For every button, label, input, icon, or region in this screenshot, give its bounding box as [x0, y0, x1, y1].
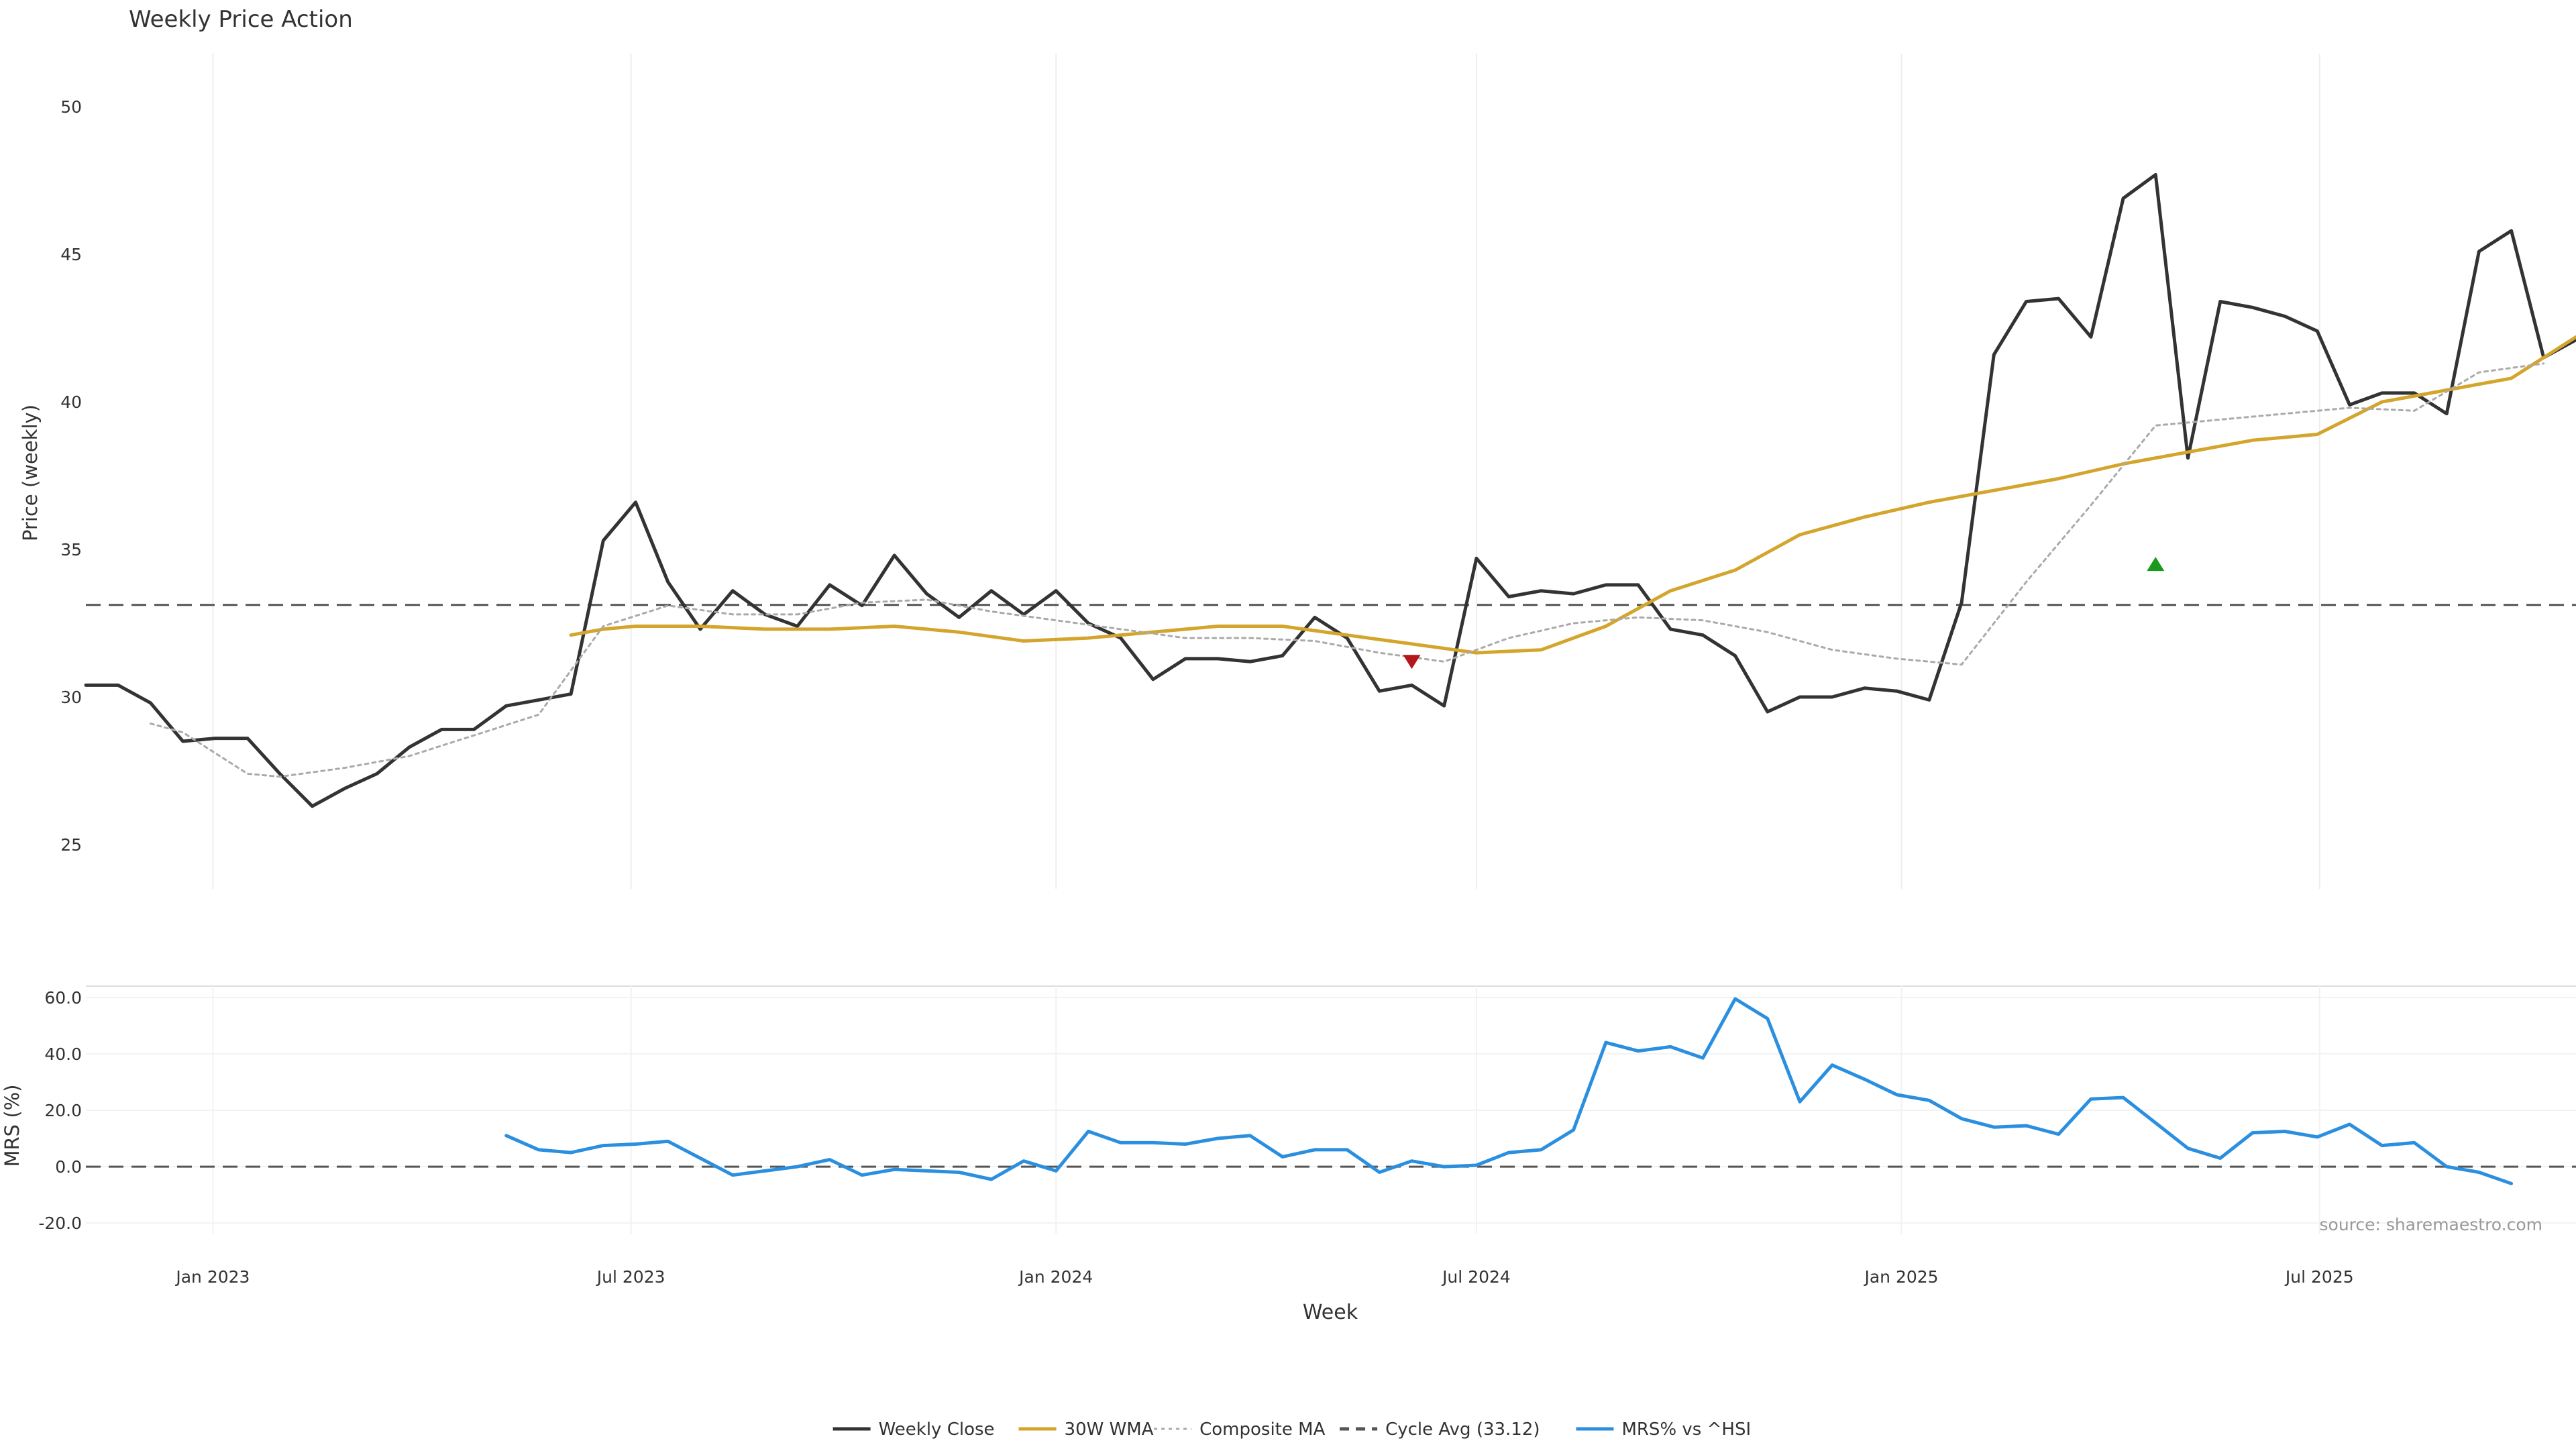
price-y-axis-label: Price (weekly): [19, 405, 42, 541]
price-series: [84, 172, 2576, 808]
mrs-y-ticks: -20.0 0.0 20.0 40.0 60.0: [38, 988, 82, 1233]
x-ticks: Jan 2023 Jul 2023 Jan 2024 Jul 2024 Jan 2025…: [174, 1267, 2353, 1287]
mrs-panel: -20.0 0.0 20.0 40.0 60.0 MRS (%) source: sha…: [1, 985, 2576, 1324]
legend-label: Weekly Close: [879, 1419, 995, 1440]
legend-label: Composite MA: [1199, 1419, 1325, 1440]
sell-marker: [1403, 655, 1421, 669]
mrs-grid: [86, 986, 2576, 1234]
x-tick-label: Jan 2023: [174, 1267, 250, 1287]
x-tick-label: Jan 2024: [1018, 1267, 1093, 1287]
y-tick-label: 50: [60, 97, 82, 117]
y-tick-label: 40.0: [44, 1044, 82, 1064]
y-tick-label: 30: [60, 688, 82, 707]
y-tick-label: 0.0: [55, 1157, 82, 1177]
x-tick-label: Jul 2023: [596, 1267, 665, 1287]
mrs-series: [504, 997, 2514, 1185]
price-y-ticks: 25 30 35 40 45 50: [60, 97, 82, 855]
x-axis-label: Week: [1303, 1301, 1358, 1324]
y-tick-label: -20.0: [38, 1214, 82, 1233]
legend-item: Weekly Close: [833, 1419, 995, 1440]
legend: Weekly Close 30W WMA Composite MA Cycle Avg…: [833, 1419, 1751, 1440]
series-line: [569, 335, 2576, 655]
series-line: [84, 172, 2576, 808]
x-tick-label: Jan 2025: [1863, 1267, 1938, 1287]
y-tick-label: 25: [60, 835, 82, 855]
mrs-y-axis-label: MRS (%): [1, 1085, 23, 1167]
y-tick-label: 60.0: [44, 988, 82, 1008]
buy-marker: [2147, 557, 2165, 572]
price-panel: 25 30 35 40 45 50 Weekly Price Action Price (…: [19, 6, 2576, 889]
series-line: [504, 997, 2514, 1185]
legend-label: MRS% vs ^HSI: [1621, 1419, 1751, 1440]
price-grid: [212, 54, 2320, 889]
x-tick-label: Jul 2025: [2284, 1267, 2354, 1287]
legend-label: 30W WMA: [1065, 1419, 1154, 1440]
y-tick-label: 35: [60, 540, 82, 559]
legend-label: Cycle Avg (33.12): [1385, 1419, 1540, 1440]
legend-item: 30W WMA: [1018, 1419, 1154, 1440]
chart-title: Weekly Price Action: [129, 6, 353, 33]
series-line: [149, 362, 2545, 778]
legend-item: Composite MA: [1154, 1419, 1326, 1440]
y-tick-label: 45: [60, 245, 82, 264]
legend-item: Cycle Avg (33.12): [1340, 1419, 1540, 1440]
x-tick-label: Jul 2024: [1441, 1267, 1511, 1287]
y-tick-label: 20.0: [44, 1101, 82, 1120]
source-annotation: source: sharemaestro.com: [2320, 1215, 2543, 1234]
legend-item: MRS% vs ^HSI: [1576, 1419, 1751, 1440]
y-tick-label: 40: [60, 392, 82, 412]
signal-markers: [1403, 557, 2165, 669]
